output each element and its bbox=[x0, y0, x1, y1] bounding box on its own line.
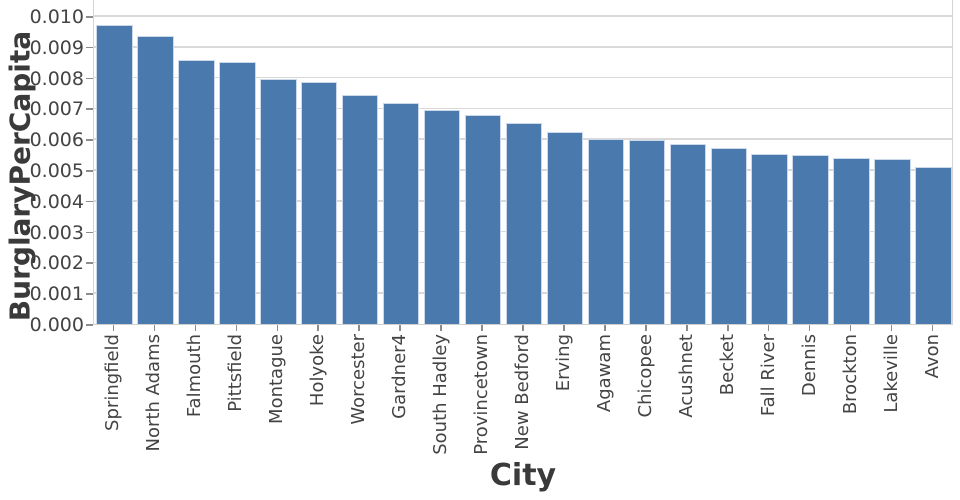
y-tick-label: 0.007 bbox=[29, 98, 84, 121]
y-tick-mark bbox=[86, 262, 93, 264]
bar-falmouth bbox=[178, 60, 215, 324]
x-tick-mark bbox=[767, 325, 770, 331]
plot-area bbox=[93, 0, 953, 325]
y-tick-mark bbox=[86, 324, 93, 326]
bar-lakeville bbox=[874, 159, 911, 324]
x-tick-label: Brockton bbox=[839, 334, 861, 415]
bar-montague bbox=[260, 79, 297, 324]
y-tick-label: 0.008 bbox=[29, 67, 84, 90]
gridline bbox=[94, 76, 952, 79]
x-tick-label: Erving bbox=[552, 334, 574, 392]
y-tick-label: 0.005 bbox=[29, 160, 84, 182]
y-tick-mark bbox=[86, 200, 93, 203]
x-tick-mark bbox=[194, 325, 197, 331]
bar-avon bbox=[915, 166, 952, 324]
y-tick-label: 0.003 bbox=[29, 221, 84, 244]
bar-fall-river bbox=[751, 153, 788, 324]
x-tick-mark bbox=[481, 325, 483, 331]
y-tick-mark bbox=[86, 231, 93, 234]
x-tick-label: Pittsfield bbox=[225, 334, 247, 412]
x-tick-label: Lakeville bbox=[880, 334, 902, 413]
bar-brockton bbox=[833, 157, 870, 324]
y-tick-mark bbox=[86, 293, 93, 295]
bar-worcester bbox=[341, 94, 379, 324]
x-tick-label: Chicopee bbox=[634, 334, 656, 418]
y-tick-label: 0.004 bbox=[29, 190, 84, 213]
bar-gardner4 bbox=[382, 102, 420, 324]
x-tick-mark bbox=[645, 325, 647, 331]
x-tick-mark bbox=[686, 325, 688, 331]
bar-holyoke bbox=[300, 81, 338, 324]
x-tick-mark bbox=[358, 325, 360, 331]
x-tick-mark bbox=[808, 325, 811, 331]
y-tick-label: 0.001 bbox=[29, 283, 84, 306]
x-tick-mark bbox=[399, 325, 401, 331]
gridline bbox=[94, 15, 952, 17]
y-tick-label: 0.010 bbox=[29, 6, 84, 28]
x-tick-label: Avon bbox=[921, 334, 943, 379]
bar-erving bbox=[546, 132, 584, 324]
y-tick-mark bbox=[86, 16, 93, 18]
bar-acushnet bbox=[669, 144, 707, 324]
x-tick-label: Dennis bbox=[798, 334, 820, 397]
bar-chicopee bbox=[628, 139, 666, 324]
x-tick-label: Gardner4 bbox=[389, 334, 411, 419]
gridline bbox=[94, 107, 952, 110]
x-tick-label: Acushnet bbox=[675, 334, 697, 418]
x-tick-mark bbox=[890, 325, 893, 331]
x-tick-mark bbox=[235, 325, 238, 331]
x-tick-mark bbox=[153, 325, 156, 331]
bar-dennis bbox=[792, 154, 829, 324]
x-tick-label: Agawam bbox=[593, 334, 615, 413]
x-tick-label: Falmouth bbox=[184, 334, 206, 418]
bar-south-hadley bbox=[423, 109, 461, 324]
y-tick-mark bbox=[86, 170, 93, 172]
bar-pittsfield bbox=[219, 61, 256, 324]
bar-springfield bbox=[96, 24, 133, 324]
x-axis-title: City bbox=[489, 458, 557, 493]
y-tick-label: 0.000 bbox=[29, 314, 84, 336]
y-tick-mark bbox=[86, 77, 93, 80]
x-tick-mark bbox=[849, 325, 852, 331]
y-tick-label: 0.006 bbox=[29, 129, 84, 152]
x-tick-label: Montague bbox=[266, 334, 288, 424]
bar-becket bbox=[710, 148, 747, 324]
x-tick-mark bbox=[563, 325, 565, 331]
y-tick-label: 0.002 bbox=[29, 252, 84, 275]
x-tick-label: Worcester bbox=[348, 334, 370, 425]
x-tick-mark bbox=[522, 325, 524, 331]
x-tick-mark bbox=[931, 325, 934, 331]
x-tick-label: South Hadley bbox=[430, 334, 452, 455]
bar-north-adams bbox=[137, 36, 174, 324]
x-tick-label: Becket bbox=[716, 334, 738, 396]
x-tick-label: New Bedford bbox=[512, 334, 533, 450]
y-tick-mark bbox=[86, 46, 93, 49]
x-tick-label: North Adams bbox=[143, 334, 165, 452]
x-tick-label: Fall River bbox=[757, 334, 779, 417]
gridline bbox=[94, 46, 952, 48]
x-tick-label: Provincetown bbox=[471, 334, 493, 455]
bar-new-bedford bbox=[505, 122, 543, 324]
bar-agawam bbox=[587, 138, 625, 324]
bar-provincetown bbox=[464, 114, 502, 324]
x-tick-mark bbox=[604, 325, 606, 331]
y-tick-mark bbox=[86, 108, 93, 110]
x-tick-label: Springfield bbox=[102, 334, 124, 431]
x-tick-mark bbox=[317, 325, 319, 331]
x-tick-mark bbox=[727, 325, 729, 331]
x-tick-label: Holyoke bbox=[307, 334, 329, 407]
y-tick-label: 0.009 bbox=[29, 36, 84, 59]
y-tick-mark bbox=[86, 139, 93, 141]
x-tick-mark bbox=[276, 325, 279, 331]
x-tick-mark bbox=[440, 325, 442, 331]
x-tick-mark bbox=[112, 325, 115, 331]
